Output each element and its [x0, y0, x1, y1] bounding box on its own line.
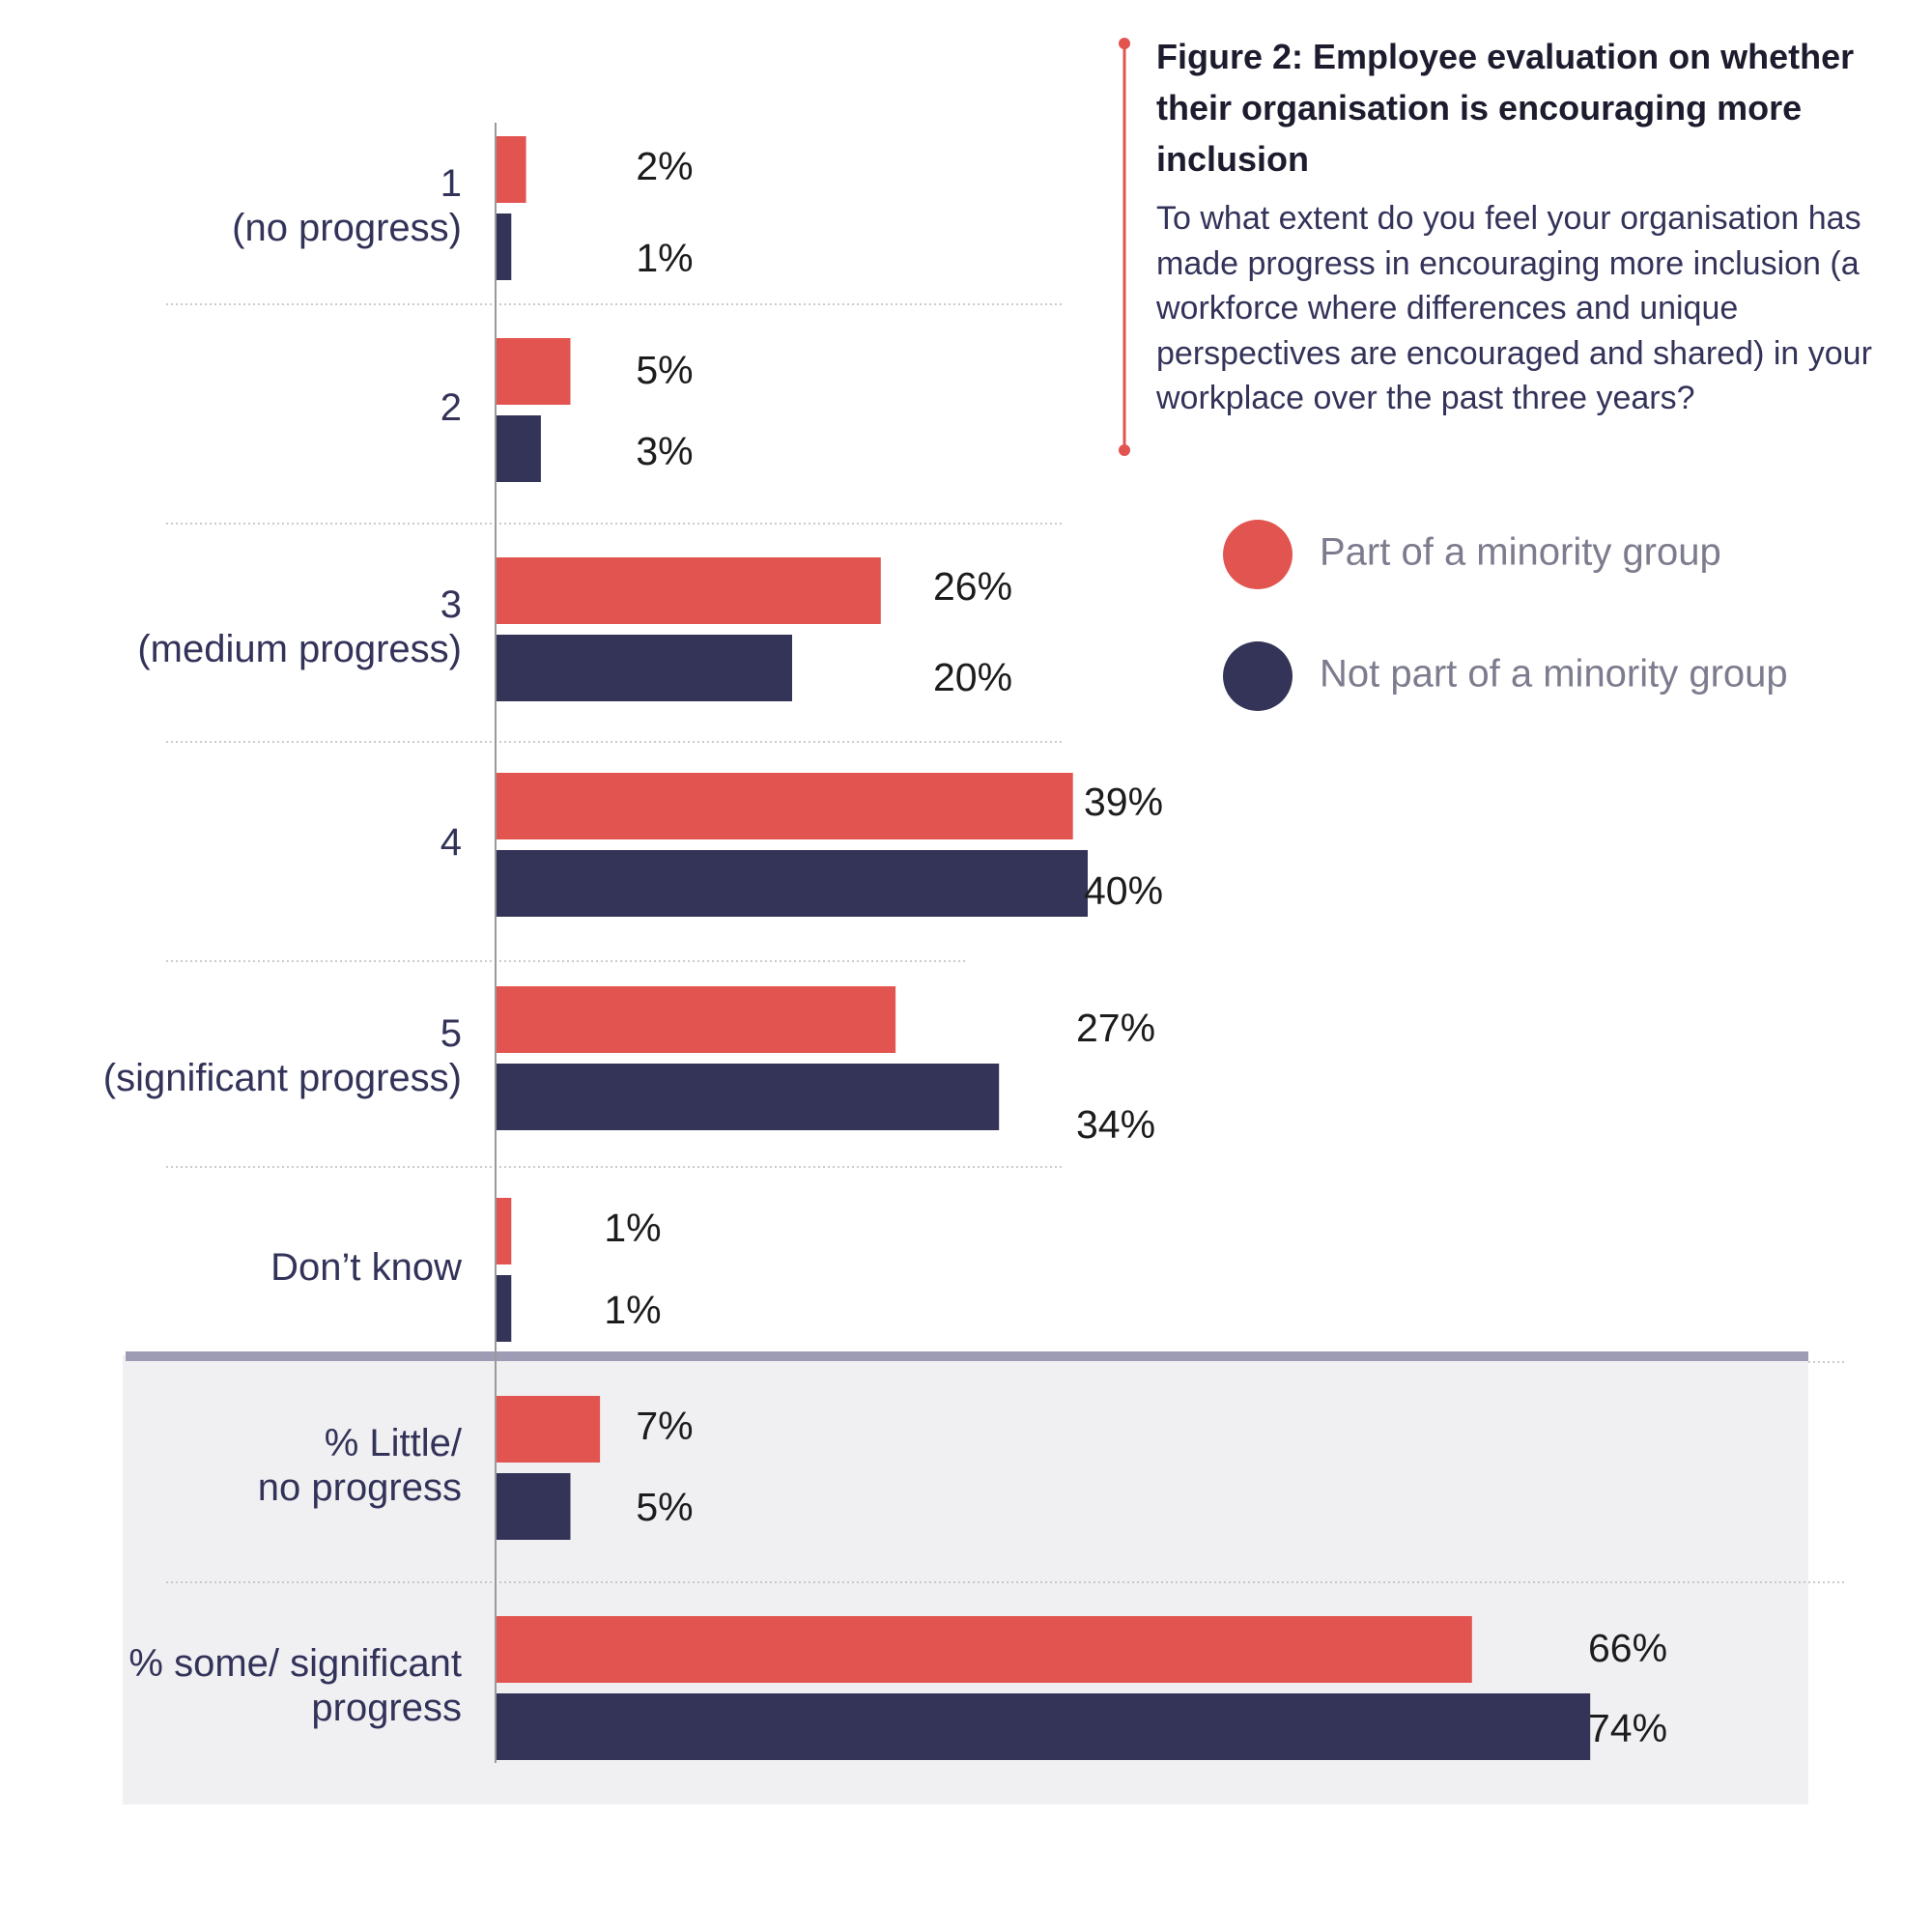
category-label-line: (medium progress) — [137, 628, 462, 670]
legend-swatch-minority — [1223, 520, 1293, 589]
value-label-non-minority-3: 40% — [1084, 868, 1163, 913]
bar-minority-7 — [497, 1616, 1472, 1683]
title-accent-dot-top — [1119, 38, 1130, 49]
value-label-minority-1: 5% — [636, 348, 693, 392]
value-label-minority-6: 7% — [636, 1404, 693, 1448]
category-label-2: 3 (medium progress) — [137, 583, 462, 670]
value-label-non-minority-5: 1% — [604, 1288, 661, 1332]
category-label-5: Don’t know — [270, 1246, 462, 1289]
bar-non-minority-5 — [497, 1275, 512, 1342]
legend-label-minority: Part of a minority group — [1320, 531, 1721, 574]
bar-minority-1 — [497, 338, 571, 405]
value-labels: 2% 5% 26% 39% 27% 1% 7% 66% 1% 3% 20% 40% 34% 1% 5% 74% — [604, 144, 1667, 1750]
value-label-non-minority-1: 3% — [636, 429, 693, 473]
value-label-minority-7: 66% — [1588, 1626, 1667, 1670]
gridlines — [166, 303, 1845, 1583]
bar-non-minority-4 — [497, 1064, 1000, 1130]
category-label-line: (significant progress) — [103, 1057, 462, 1099]
value-label-minority-5: 1% — [604, 1206, 661, 1250]
bar-non-minority-2 — [497, 635, 792, 701]
bar-minority-2 — [497, 557, 881, 624]
category-label-line: 4 — [440, 821, 462, 864]
category-label-7: % some/ significant progress — [128, 1642, 462, 1729]
value-label-minority-3: 39% — [1084, 780, 1163, 824]
title-accent-dot-bottom — [1119, 444, 1130, 456]
category-label-line: progress — [311, 1687, 462, 1729]
value-label-minority-2: 26% — [933, 564, 1012, 609]
legend-swatch-non-minority — [1223, 641, 1293, 711]
chart-title: Figure 2: Employee evaluation on whether… — [1156, 37, 1855, 179]
category-label-line: 2 — [440, 386, 462, 429]
bar-minority-5 — [497, 1198, 512, 1264]
value-label-minority-0: 2% — [636, 144, 693, 188]
bar-non-minority-6 — [497, 1473, 571, 1540]
bar-minority-4 — [497, 986, 896, 1053]
value-label-non-minority-0: 1% — [636, 236, 693, 280]
category-label-line: Don’t know — [270, 1246, 462, 1289]
value-label-minority-4: 27% — [1076, 1006, 1155, 1050]
bar-non-minority-1 — [497, 415, 541, 482]
category-label-line: 3 — [440, 583, 462, 626]
bar-non-minority-0 — [497, 213, 512, 280]
category-label-1: 2 — [440, 386, 462, 429]
title-accent — [1119, 38, 1130, 456]
category-label-line: % some/ significant — [128, 1642, 462, 1685]
category-label-3: 4 — [440, 821, 462, 864]
legend: Part of a minority group Not part of a mi… — [1223, 520, 1788, 711]
category-label-0: 1 (no progress) — [232, 162, 462, 249]
value-label-non-minority-4: 34% — [1076, 1102, 1155, 1147]
category-label-6: % Little/no progress — [258, 1422, 463, 1509]
bar-non-minority-7 — [497, 1693, 1591, 1760]
category-labels: 1 (no progress) 2 3 (medium progress) 4 5 (sign… — [103, 162, 463, 1729]
category-label-line: 1 — [440, 162, 462, 205]
bar-minority-3 — [497, 773, 1073, 839]
category-label-line: 5 — [440, 1012, 462, 1055]
bar-minority-0 — [497, 136, 526, 203]
category-label-line: % Little/ — [325, 1422, 463, 1464]
chart-subtitle: To what extent do you feel your organisa… — [1156, 200, 1872, 416]
bar-minority-6 — [497, 1396, 601, 1463]
category-label-line: (no progress) — [232, 207, 462, 249]
bars — [497, 136, 1591, 1760]
category-label-line: no progress — [258, 1466, 462, 1509]
value-label-non-minority-2: 20% — [933, 655, 1012, 699]
value-label-non-minority-6: 5% — [636, 1485, 693, 1529]
legend-label-non-minority: Not part of a minority group — [1320, 653, 1788, 696]
bar-non-minority-3 — [497, 850, 1088, 917]
category-label-4: 5 (significant progress) — [103, 1012, 462, 1099]
value-label-non-minority-7: 74% — [1588, 1706, 1667, 1750]
